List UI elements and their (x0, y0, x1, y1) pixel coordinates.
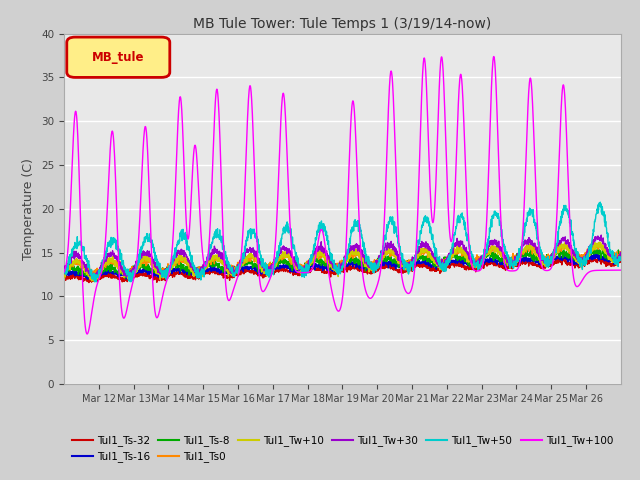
Title: MB Tule Tower: Tule Temps 1 (3/19/14-now): MB Tule Tower: Tule Temps 1 (3/19/14-now… (193, 17, 492, 31)
FancyBboxPatch shape (67, 37, 170, 77)
Text: MB_tule: MB_tule (92, 51, 145, 64)
Y-axis label: Temperature (C): Temperature (C) (22, 158, 35, 260)
Legend: Tul1_Ts-32, Tul1_Ts-16, Tul1_Ts-8, Tul1_Ts0, Tul1_Tw+10, Tul1_Tw+30, Tul1_Tw+50,: Tul1_Ts-32, Tul1_Ts-16, Tul1_Ts-8, Tul1_… (68, 431, 617, 467)
